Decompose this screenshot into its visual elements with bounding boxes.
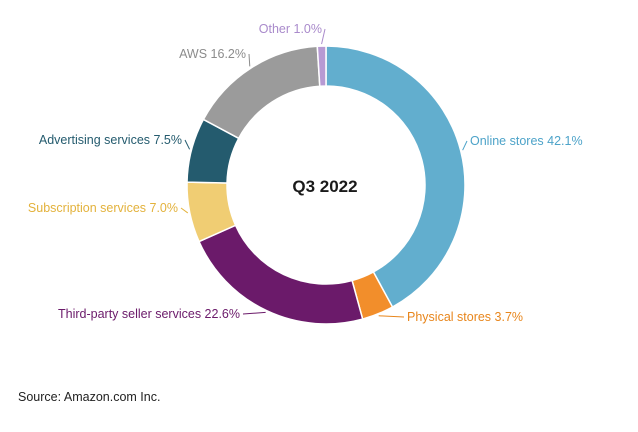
slice-label-1: Physical stores 3.7% [407,310,523,324]
slice-label-3: Subscription services 7.0% [28,201,178,215]
leader-line-4 [184,139,191,150]
donut-slice-6[interactable] [316,45,327,87]
leader-line-1 [378,315,405,318]
leader-line-2 [242,311,266,315]
leader-line-0 [462,140,468,151]
leader-line-5 [248,53,251,67]
slice-label-6: Other 1.0% [259,22,322,36]
source-note: Source: Amazon.com Inc. [18,390,161,404]
slice-label-4: Advertising services 7.5% [39,133,182,147]
label-leader-lines [180,28,468,318]
donut-slices [186,45,466,325]
slice-label-2: Third-party seller services 22.6% [58,307,240,321]
leader-line-3 [180,207,189,214]
center-label: Q3 2022 [292,177,357,196]
slice-labels: Online stores 42.1% Physical stores 3.7% T… [28,22,583,324]
slice-label-5: AWS 16.2% [179,47,246,61]
leader-line-6 [321,28,326,45]
slice-label-0: Online stores 42.1% [470,134,583,148]
donut-slice-0[interactable] [325,45,466,309]
